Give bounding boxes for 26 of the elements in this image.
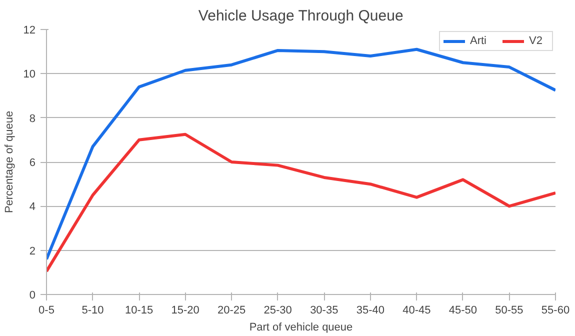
y-tick-label: 8 (29, 112, 36, 125)
x-tick-label: 20-25 (218, 304, 246, 316)
x-tick-label: 10-15 (124, 304, 154, 316)
x-tick-label: 45-50 (448, 304, 478, 316)
y-axis-title: Percentage of queue (3, 110, 16, 214)
x-tick-label: 0-5 (38, 304, 54, 316)
x-tick-label: 50-55 (495, 304, 524, 316)
x-tick-label: 30-35 (310, 304, 338, 316)
x-tick-label: 15-20 (171, 304, 200, 316)
chart-title: Vehicle Usage Through Queue (198, 8, 404, 24)
y-tick-label: 6 (29, 157, 36, 169)
y-tick-label: 4 (29, 201, 36, 214)
legend-label: Arti (470, 35, 488, 47)
y-tick-label: 2 (29, 245, 36, 258)
x-tick-label: 35-40 (356, 304, 384, 316)
x-tick-label: 40-45 (402, 304, 431, 316)
y-tick-label: 0 (29, 290, 36, 302)
x-tick-label: 5-10 (82, 304, 104, 316)
x-axis-title: Part of vehicle queue (249, 322, 353, 334)
x-tick-label: 55-60 (541, 304, 570, 316)
line-series (46, 132, 556, 273)
line-series (46, 48, 556, 261)
y-tick-label: 10 (23, 68, 36, 81)
x-tick-label: 25-30 (264, 304, 292, 316)
legend-label: V2 (529, 35, 544, 47)
y-tick-label: 12 (23, 24, 36, 36)
